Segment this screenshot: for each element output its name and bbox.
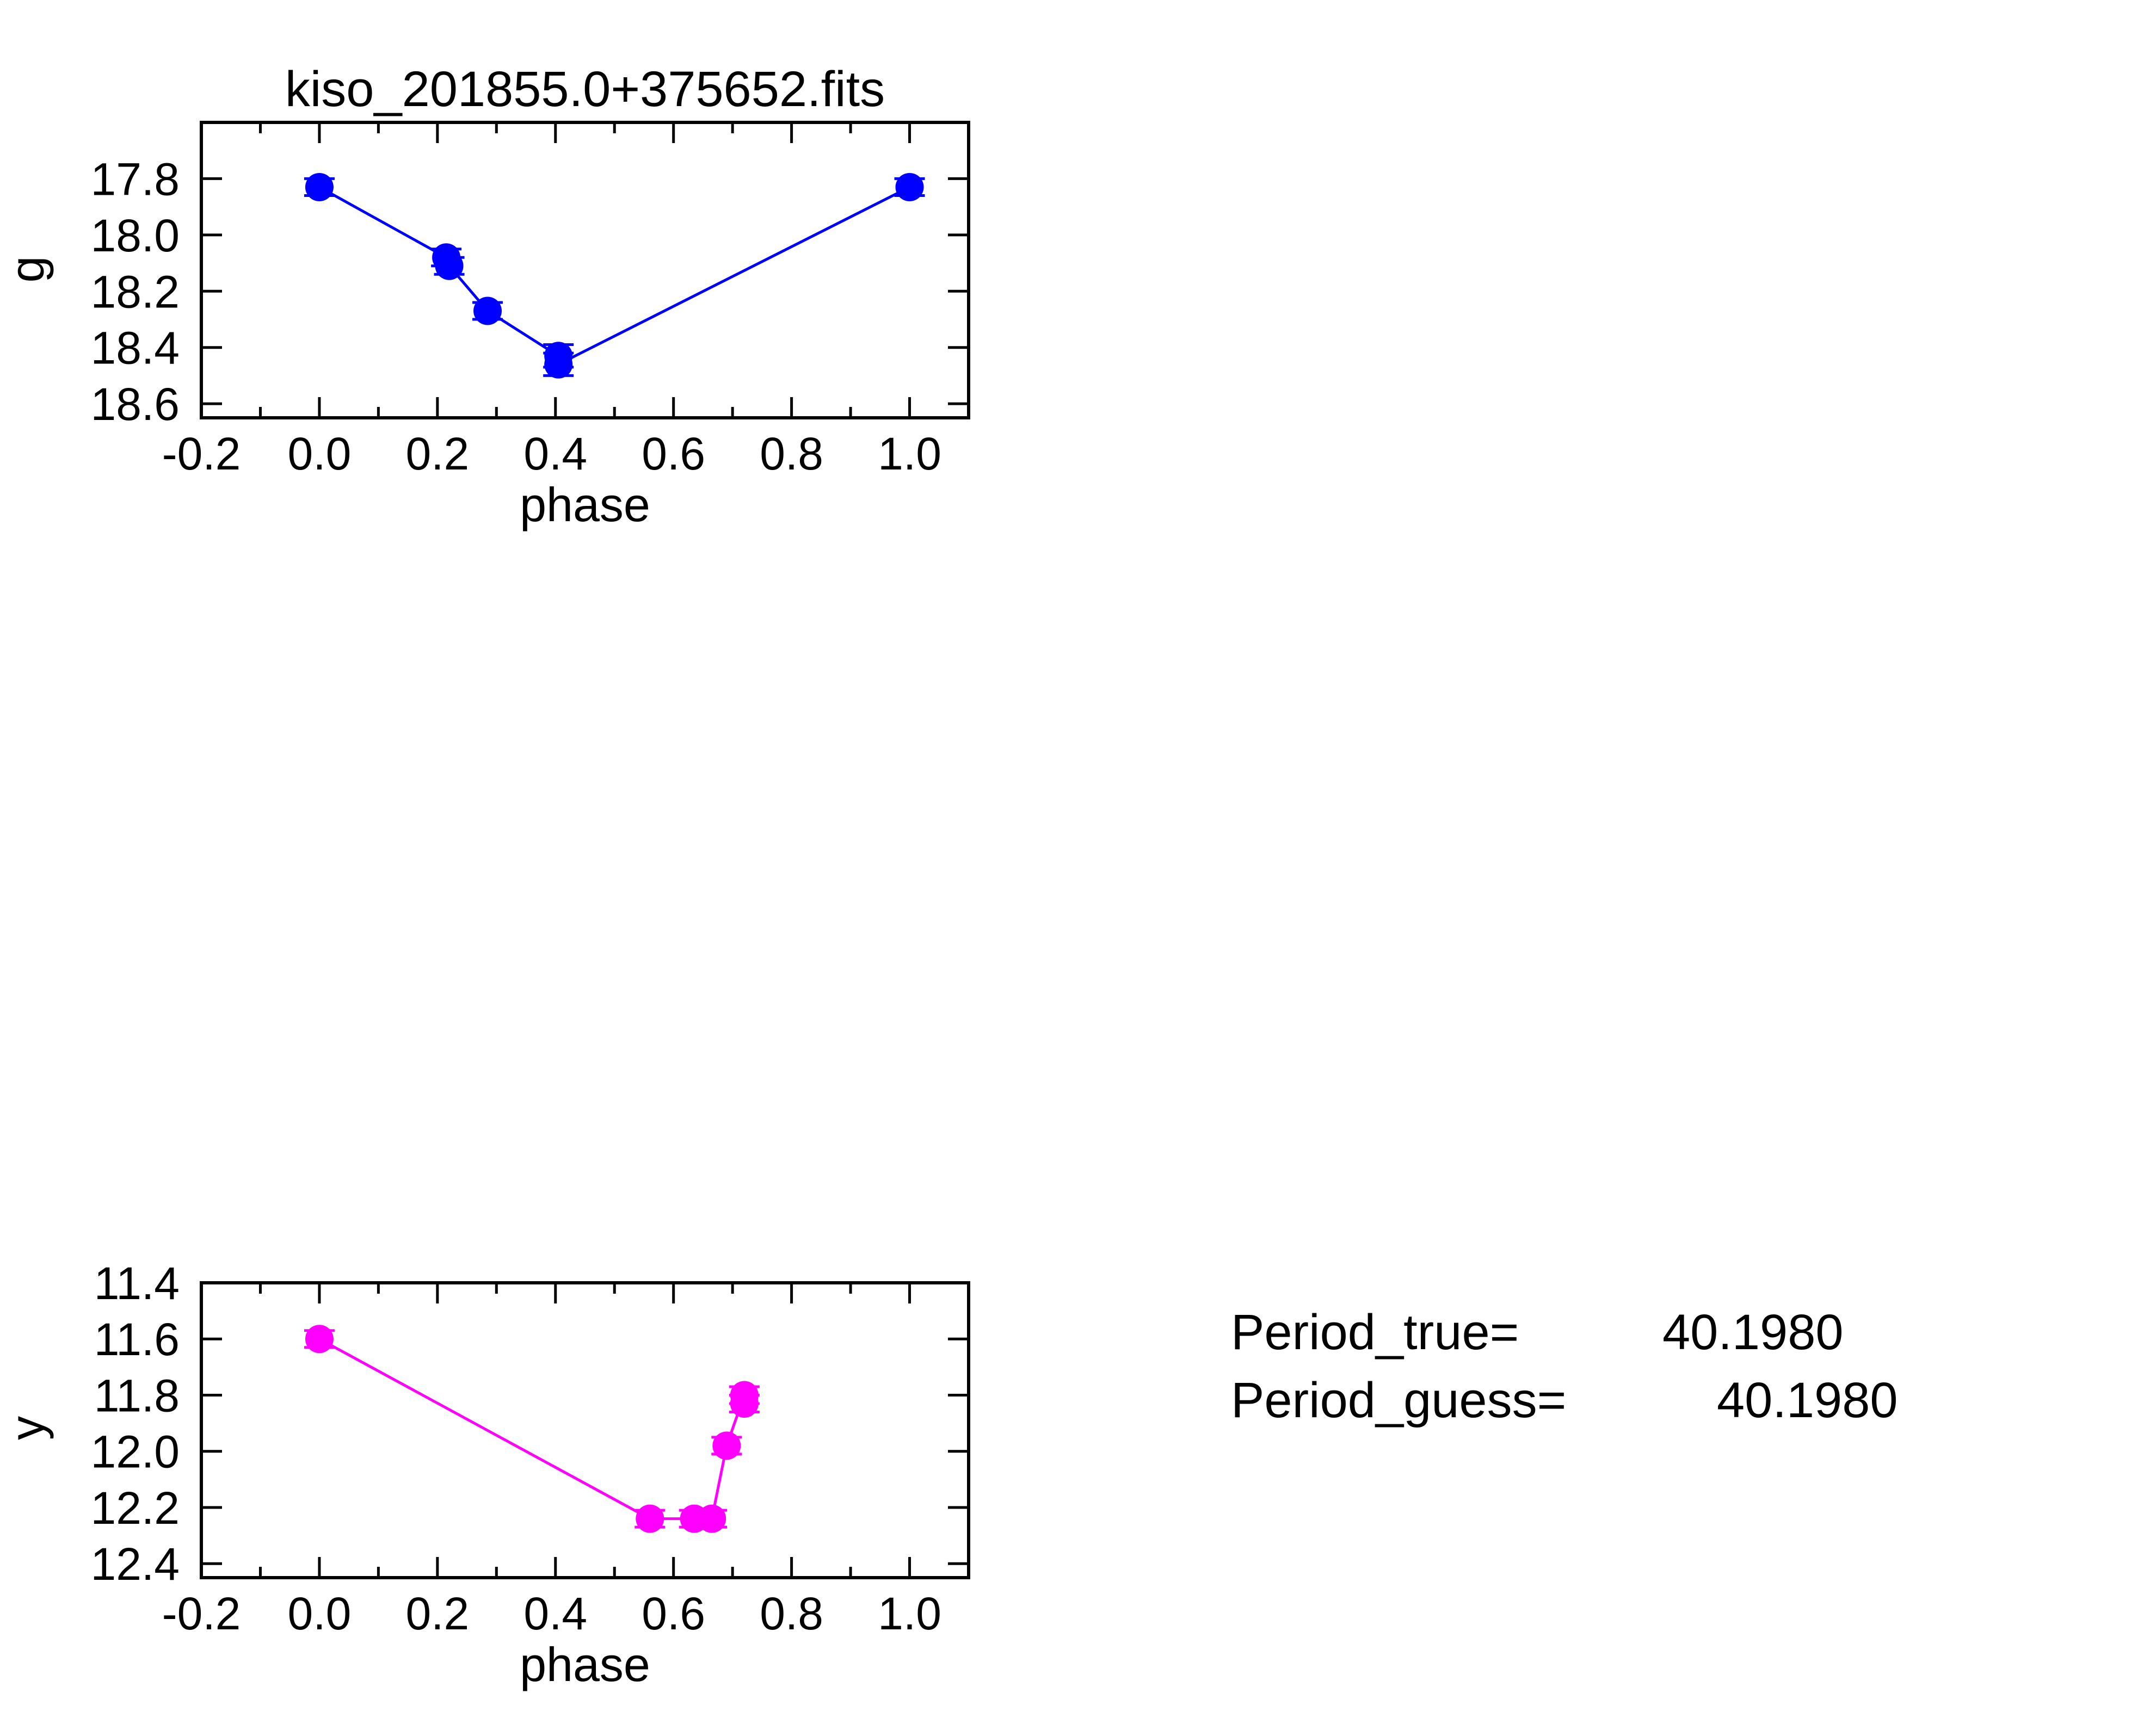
y-tick-label: 11.4: [94, 1258, 180, 1309]
data-point: [305, 172, 334, 201]
y-tick-label: 12.2: [91, 1482, 180, 1534]
x-axis-label-top: phase: [520, 478, 650, 532]
period-guess-label: Period_guess=: [1231, 1373, 1566, 1428]
x-tick-label: 0.0: [288, 428, 352, 479]
y-tick-label: 17.8: [91, 153, 180, 205]
data-point: [712, 1431, 741, 1460]
plot-frame: [200, 1281, 970, 1579]
series-line: [318, 186, 910, 367]
data-point: [435, 251, 464, 280]
y-tick-label: 18.2: [91, 266, 180, 317]
period-true-label: Period_true=: [1231, 1305, 1519, 1360]
y-tick-label: 11.8: [94, 1370, 180, 1421]
y-tick-label: 12.0: [91, 1426, 180, 1478]
data-point: [636, 1504, 664, 1533]
y-tick-label: 12.4: [91, 1538, 180, 1590]
x-tick-label: 0.4: [523, 428, 587, 479]
plot-title: kiso_201855.0+375652.fits: [285, 61, 885, 117]
x-tick-label: 0.8: [760, 428, 823, 479]
x-axis-label-bottom: phase: [520, 1638, 650, 1691]
plot-frame: [200, 121, 970, 419]
x-tick-label: 1.0: [878, 428, 941, 479]
x-tick-label: -0.2: [162, 1588, 241, 1639]
data-point: [305, 1325, 334, 1354]
y-axis-label-top: g: [0, 256, 54, 283]
y-axis-label-bottom: y: [0, 1416, 54, 1440]
x-tick-label: -0.2: [162, 428, 241, 479]
data-point: [730, 1389, 759, 1418]
period-true-value: 40.1980: [1662, 1305, 1844, 1360]
x-tick-label: 0.2: [405, 428, 469, 479]
y-tick-label: 18.0: [91, 210, 180, 261]
period-guess-value: 40.1980: [1717, 1373, 1898, 1428]
data-point: [698, 1504, 726, 1533]
data-point: [544, 350, 573, 379]
data-point: [473, 296, 502, 325]
series-line: [318, 1338, 746, 1521]
x-tick-label: 0.4: [523, 1588, 587, 1639]
x-tick-label: 0.6: [642, 428, 705, 479]
x-tick-label: 0.8: [760, 1588, 823, 1639]
y-tick-label: 18.6: [91, 379, 180, 430]
data-point: [895, 172, 924, 201]
g-band-light-curve: -0.2 0.0 0.2 0.4 0.6 0.8 1.0 17.818.018.2 18.418…: [91, 121, 970, 479]
x-tick-label: 1.0: [878, 1588, 941, 1639]
y-band-light-curve: -0.2 0.0 0.2 0.4 0.6 0.8 1.011.411.611.812.012…: [91, 1258, 970, 1639]
x-tick-label: 0.2: [405, 1588, 469, 1639]
x-tick-label: 0.0: [288, 1588, 352, 1639]
y-tick-label: 18.4: [91, 323, 180, 374]
x-tick-label: 0.6: [642, 1588, 705, 1639]
y-tick-label: 11.6: [94, 1314, 180, 1365]
